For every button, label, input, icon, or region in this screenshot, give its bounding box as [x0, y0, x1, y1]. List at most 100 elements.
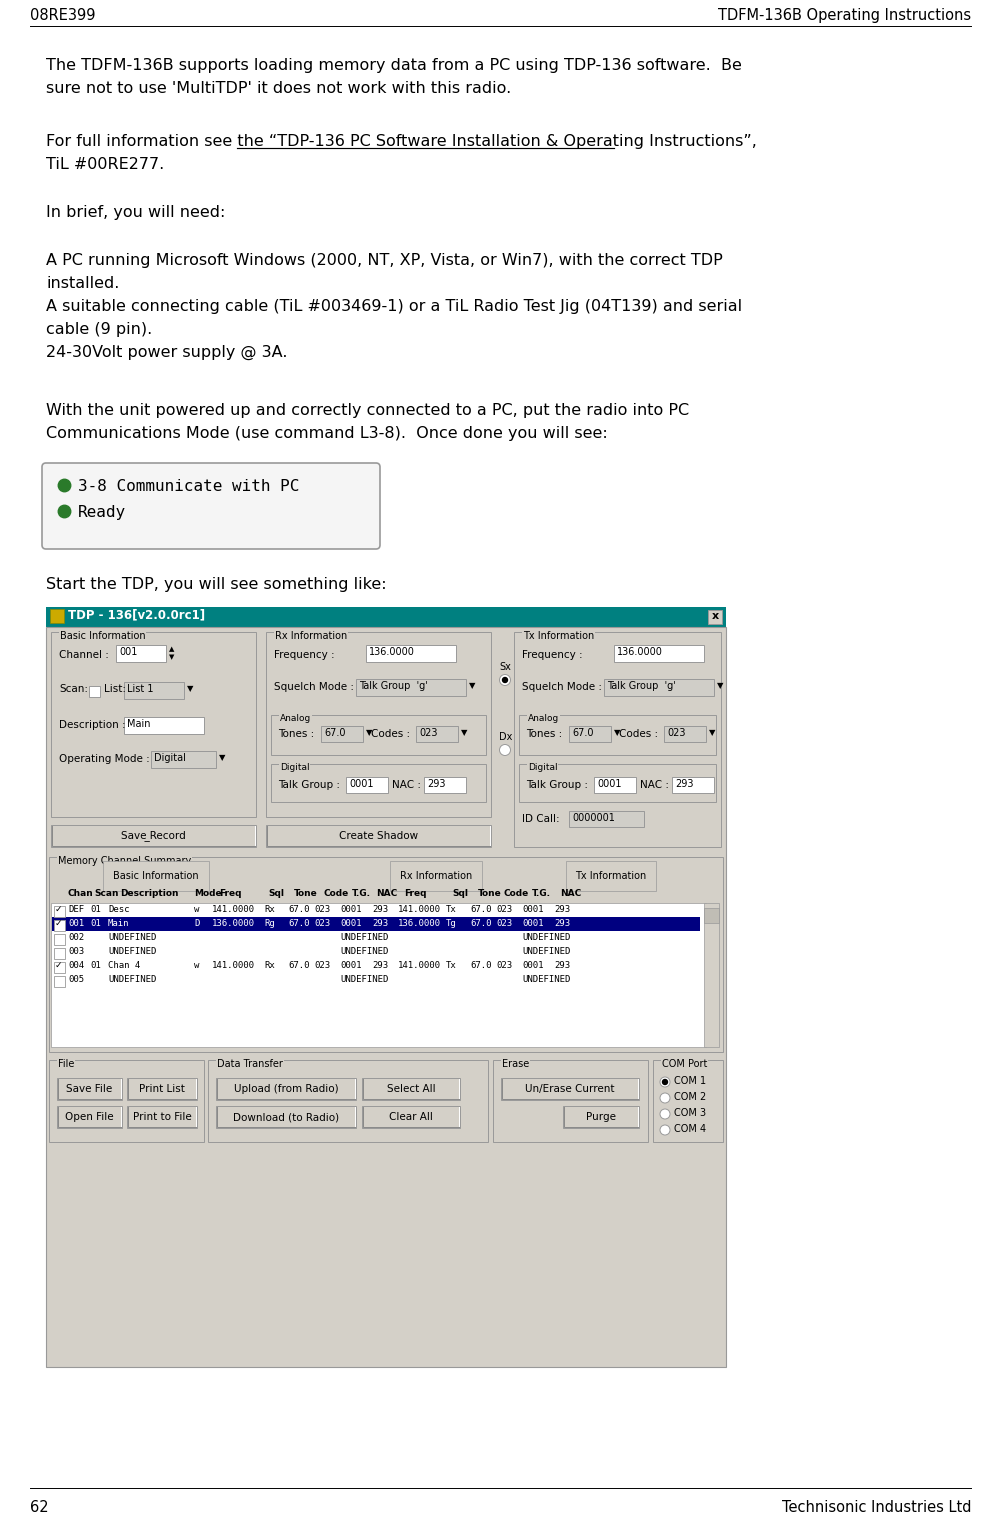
Text: ▼: ▼ [469, 682, 475, 689]
Text: Print List: Print List [139, 1085, 185, 1094]
Text: 136.0000: 136.0000 [212, 920, 255, 929]
Bar [54, 920, 65, 932]
Text: w: w [194, 961, 199, 970]
Bar [416, 726, 458, 742]
Text: Description: Description [120, 889, 178, 898]
Text: 67.0: 67.0 [324, 729, 345, 738]
Text: Digital: Digital [154, 753, 186, 764]
Bar [519, 764, 716, 801]
Text: 293: 293 [554, 961, 571, 970]
Circle shape [660, 1092, 670, 1103]
Bar [519, 715, 716, 754]
Text: UNDEFINED: UNDEFINED [522, 933, 571, 942]
Text: 023: 023 [496, 920, 513, 929]
Text: Create Shadow: Create Shadow [339, 832, 418, 841]
Text: 0001: 0001 [522, 961, 544, 970]
Text: Frequency :: Frequency : [522, 650, 583, 661]
Text: Tx: Tx [446, 961, 456, 970]
Bar [653, 1060, 723, 1142]
Circle shape [660, 1077, 670, 1086]
Text: Scan: Scan [94, 889, 118, 898]
Bar [50, 609, 64, 623]
Bar [49, 1060, 204, 1142]
Bar [46, 627, 726, 1367]
Text: 136.0000: 136.0000 [398, 920, 441, 929]
Text: 293: 293 [372, 920, 388, 929]
Text: Freq: Freq [219, 889, 241, 898]
Text: 023: 023 [667, 729, 686, 738]
Text: UNDEFINED: UNDEFINED [522, 947, 571, 956]
Text: T.G.: T.G. [352, 889, 371, 898]
Text: Un/Erase Current: Un/Erase Current [526, 1085, 615, 1094]
Bar [54, 962, 65, 973]
Text: 023: 023 [496, 961, 513, 970]
Bar [672, 777, 714, 792]
Text: Rx Information: Rx Information [275, 632, 347, 641]
Text: A suitable connecting cable (TiL #003469-1) or a TiL Radio Test Jig (04T139) and: A suitable connecting cable (TiL #003469… [46, 298, 742, 314]
Text: ▼: ▼ [461, 729, 467, 736]
Text: 293: 293 [372, 904, 388, 914]
Text: Data Transfer: Data Transfer [217, 1059, 283, 1070]
Circle shape [663, 1080, 668, 1085]
Bar [704, 903, 719, 1047]
Text: Squelch Mode :: Squelch Mode : [522, 682, 602, 692]
Text: Rx: Rx [264, 904, 274, 914]
Text: Open File: Open File [65, 1112, 114, 1123]
Text: Tg: Tg [446, 920, 456, 929]
Text: Ready: Ready [78, 504, 126, 520]
Bar [563, 1106, 639, 1129]
Bar [266, 632, 491, 817]
Text: Tx Information: Tx Information [523, 632, 595, 641]
Bar [271, 764, 486, 801]
Text: Sql: Sql [268, 889, 284, 898]
Text: 08RE399: 08RE399 [30, 8, 95, 23]
Bar [664, 726, 706, 742]
Text: COM 4: COM 4 [674, 1124, 706, 1135]
Text: 141.0000: 141.0000 [398, 961, 441, 970]
Text: Print to File: Print to File [132, 1112, 191, 1123]
Text: 023: 023 [314, 920, 330, 929]
Text: NAC: NAC [560, 889, 582, 898]
Text: 293: 293 [427, 779, 445, 789]
Text: Rx: Rx [264, 961, 274, 970]
Text: 0001: 0001 [340, 920, 361, 929]
Text: Start the TDP, you will see something like:: Start the TDP, you will see something li… [46, 577, 386, 592]
Text: 136.0000: 136.0000 [369, 647, 414, 658]
Bar [208, 1060, 488, 1142]
Bar [124, 717, 204, 733]
Bar [266, 826, 491, 847]
Text: 67.0: 67.0 [470, 904, 491, 914]
Bar [127, 1079, 197, 1100]
Text: TDFM-136B Operating Instructions: TDFM-136B Operating Instructions [718, 8, 971, 23]
Bar [362, 1106, 460, 1129]
Bar [57, 1106, 122, 1129]
Text: 005: 005 [68, 976, 84, 985]
Text: Rg: Rg [264, 920, 274, 929]
Text: Frequency :: Frequency : [274, 650, 334, 661]
Text: 023: 023 [419, 729, 437, 738]
Text: Memory Channel Summary: Memory Channel Summary [58, 856, 191, 867]
Bar [569, 811, 644, 827]
Text: UNDEFINED: UNDEFINED [340, 933, 388, 942]
Bar [356, 679, 466, 695]
Text: Sx: Sx [499, 662, 511, 673]
Text: 0000001: 0000001 [572, 814, 615, 823]
Bar [124, 682, 184, 698]
Bar [493, 1060, 648, 1142]
Text: 67.0: 67.0 [470, 961, 491, 970]
Text: With the unit powered up and correctly connected to a PC, put the radio into PC: With the unit powered up and correctly c… [46, 403, 689, 418]
Text: Rx Information: Rx Information [399, 871, 472, 882]
Text: 023: 023 [314, 961, 330, 970]
Text: 141.0000: 141.0000 [212, 961, 255, 970]
Text: Digital: Digital [280, 764, 309, 773]
Text: 67.0: 67.0 [288, 961, 309, 970]
Text: Basic Information: Basic Information [60, 632, 145, 641]
Text: ▼: ▼ [614, 729, 621, 736]
Text: 01: 01 [90, 961, 101, 970]
Text: 293: 293 [372, 961, 388, 970]
Circle shape [660, 1109, 670, 1120]
Text: Chan 4: Chan 4 [108, 961, 140, 970]
Bar [116, 645, 166, 662]
Bar [271, 715, 486, 754]
Text: 002: 002 [68, 933, 84, 942]
